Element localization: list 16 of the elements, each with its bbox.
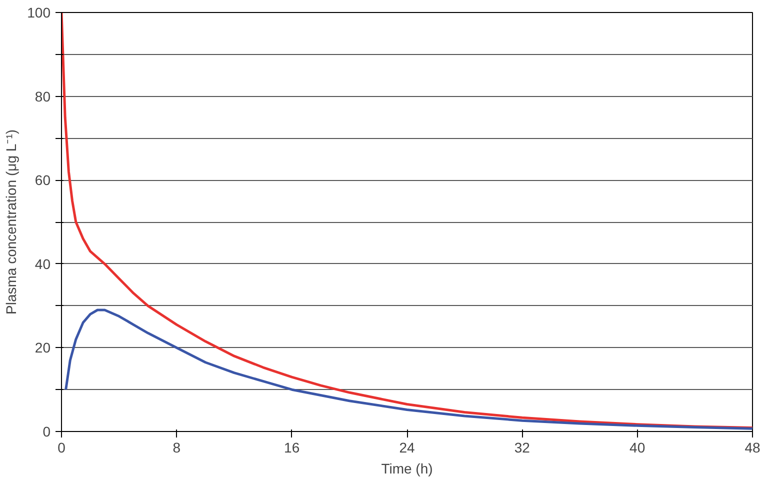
y-tick-label: 80 — [34, 88, 51, 104]
x-tick-label: 24 — [399, 440, 415, 456]
x-axis-title: Time (h) — [381, 460, 433, 476]
x-tick-label: 16 — [284, 440, 300, 456]
y-tick-label: 20 — [34, 340, 51, 356]
y-tick-label: 100 — [27, 4, 51, 20]
x-tick-label: 48 — [744, 440, 760, 456]
x-tick-label: 32 — [514, 440, 530, 456]
y-tick-label: 60 — [34, 172, 51, 188]
y-axis-title: Plasma concentration (μg L⁻¹) — [3, 129, 20, 315]
y-tick-label: 40 — [34, 256, 51, 272]
y-tick-label: 0 — [42, 424, 51, 440]
x-tick-label: 0 — [58, 440, 66, 456]
x-tick-label: 8 — [172, 440, 181, 456]
line-series — [64, 308, 752, 430]
x-tick-label: 40 — [630, 440, 646, 456]
